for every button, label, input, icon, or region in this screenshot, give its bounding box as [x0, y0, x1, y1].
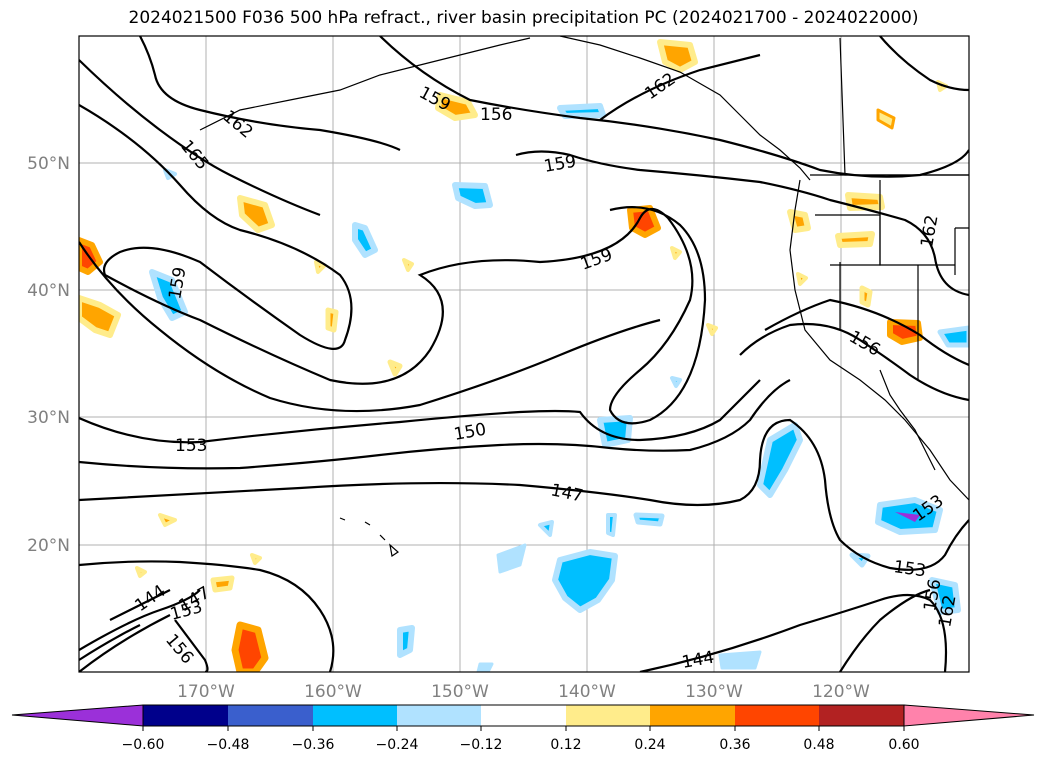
lon-label: 170°W — [177, 682, 235, 702]
lat-label: 20°N — [27, 536, 70, 556]
latitude-labels: 50°N 40°N 30°N 20°N — [27, 154, 70, 556]
contour-label: 144 — [680, 648, 715, 673]
lon-label: 150°W — [431, 682, 489, 702]
colorbar-tick: 0.60 — [888, 737, 919, 753]
lat-label: 50°N — [27, 154, 70, 174]
colorbar-tick: −0.60 — [122, 737, 165, 753]
colorbar-segment — [313, 705, 397, 726]
contour-label: 153 — [175, 436, 207, 456]
colorbar-tick: −0.36 — [292, 737, 335, 753]
colorbar-segment — [650, 705, 735, 726]
lon-label: 120°W — [812, 682, 870, 702]
colorbar-tick: −0.48 — [207, 737, 250, 753]
lat-label: 40°N — [27, 281, 70, 301]
colorbar-tick: 0.36 — [719, 737, 750, 753]
colorbar-tick: 0.24 — [634, 737, 665, 753]
colorbar-segment — [903, 704, 1035, 727]
colorbar-tick: 0.12 — [550, 737, 581, 753]
colorbar-tick: −0.12 — [460, 737, 503, 753]
colorbar-segment — [11, 704, 144, 727]
colorbar-segment — [228, 705, 313, 726]
lat-label: 30°N — [27, 408, 70, 428]
colorbar-tick: −0.24 — [376, 737, 419, 753]
lon-label: 130°W — [685, 682, 743, 702]
refractivity-contours — [79, 36, 969, 672]
colorbar-segment — [481, 705, 566, 726]
colorbar-segment — [735, 705, 819, 726]
colorbar: −0.60 −0.48 −0.36 −0.24 −0.12 0.12 0.24 … — [11, 704, 1035, 753]
colorbar-segment — [819, 705, 904, 726]
contour-label: 153 — [892, 557, 927, 581]
map-frame — [79, 36, 969, 672]
colorbar-segment — [397, 705, 481, 726]
colorbar-tick: 0.48 — [803, 737, 834, 753]
lon-label: 140°W — [558, 682, 616, 702]
colorbar-segment — [143, 705, 228, 726]
contour-label: 156 — [480, 105, 512, 125]
map-title: 2024021500 F036 500 hPa refract., river … — [128, 8, 919, 28]
lon-label: 160°W — [304, 682, 362, 702]
colorbar-segment — [566, 705, 650, 726]
longitude-labels: 170°W 160°W 150°W 140°W 130°W 120°W — [177, 682, 870, 702]
map-border — [78, 35, 970, 673]
